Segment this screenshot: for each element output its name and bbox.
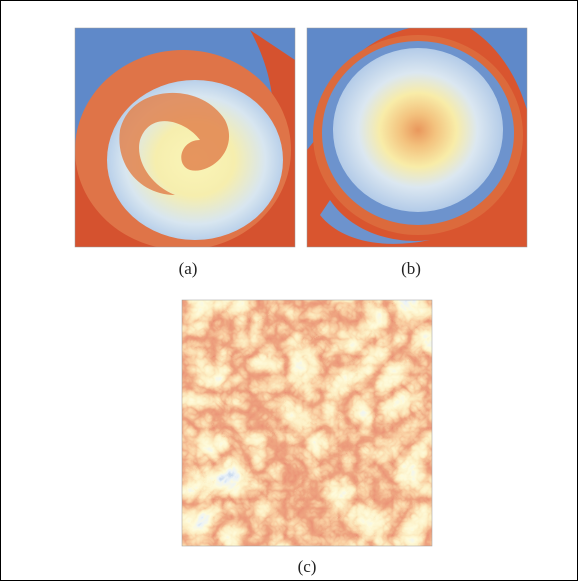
panel-a-image (75, 28, 295, 250)
panel-label: (b) (401, 259, 421, 278)
panel-b-image (307, 28, 527, 247)
panel-label: (a) (179, 259, 198, 278)
figure: (a) (b) (c) (0, 0, 578, 581)
panel-c-image (182, 300, 432, 546)
panel-label: (c) (298, 557, 317, 576)
